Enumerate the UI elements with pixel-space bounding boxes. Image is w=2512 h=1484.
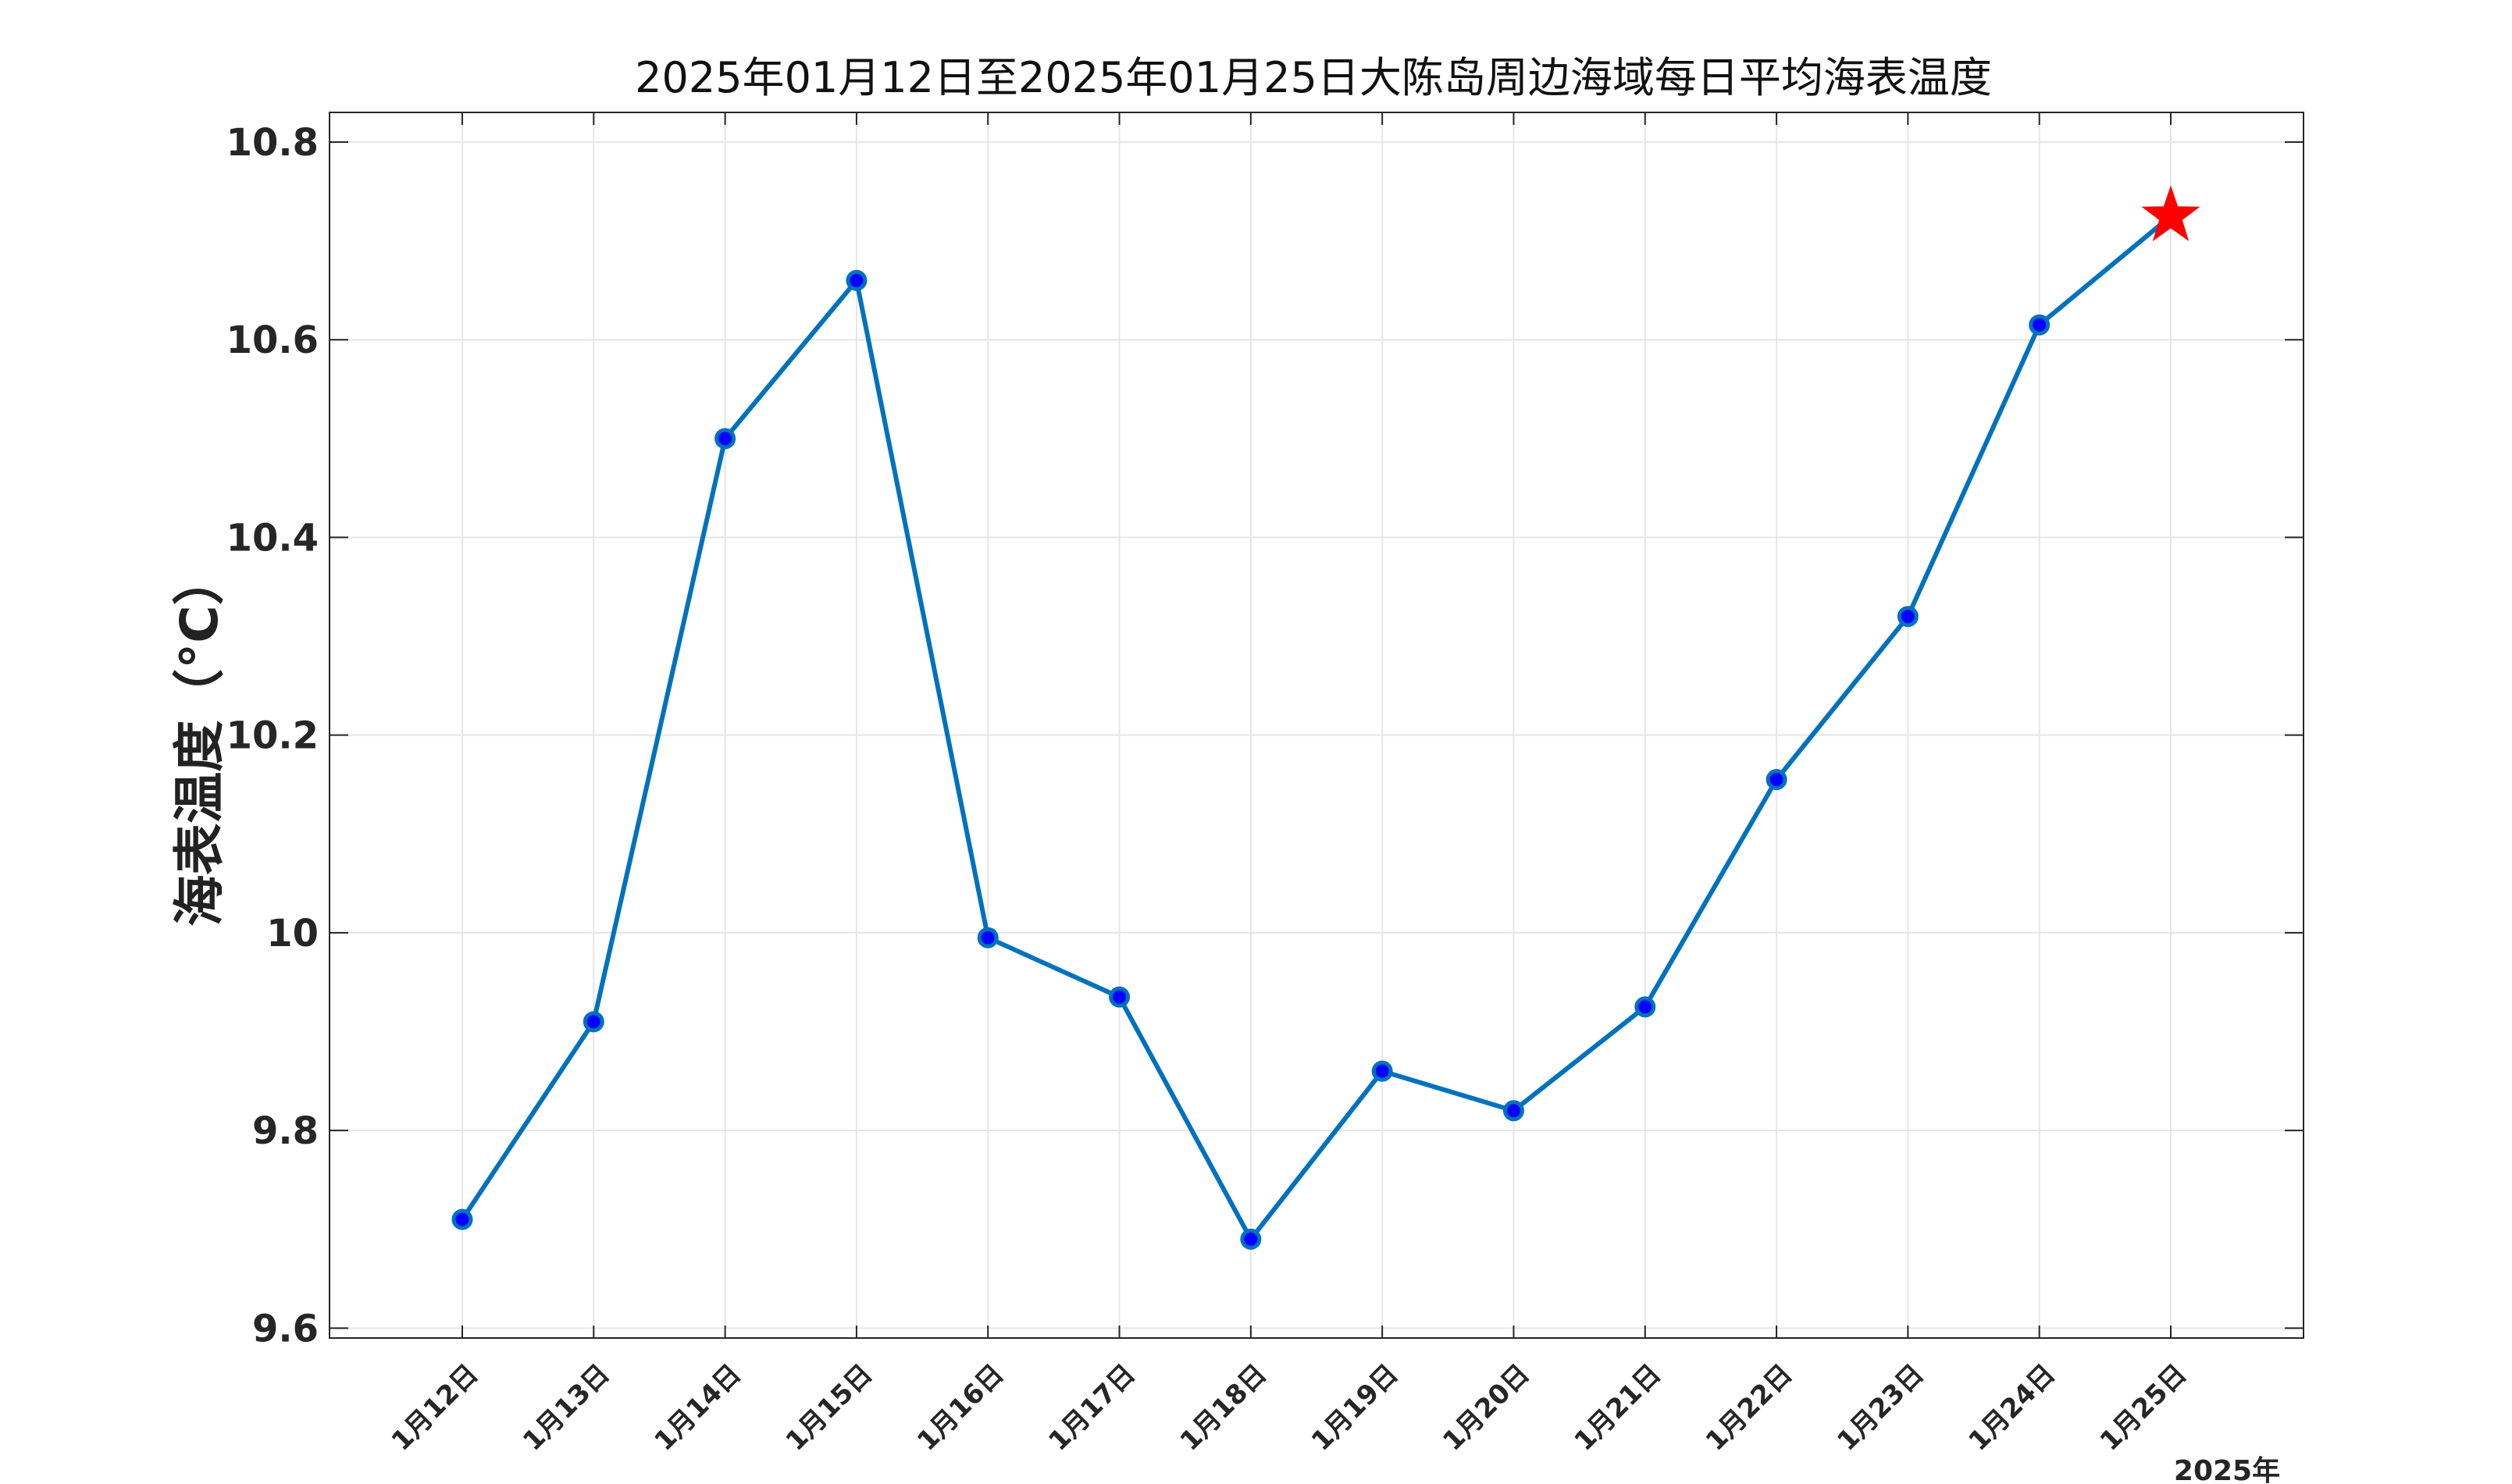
x-tick-label: 1月23日 [1831,1358,1930,1457]
data-point-marker [1371,1060,1393,1082]
x-tick-label: 1月16日 [911,1358,1010,1457]
y-tick-label: 9.8 [252,1109,319,1153]
data-point-marker [714,428,736,450]
data-point-marker [583,1011,604,1033]
x-tick-label: 1月17日 [1042,1358,1142,1457]
axes-box [329,112,2304,1339]
y-axis-label: 海表温度（°C） [169,553,230,926]
y-tick-label: 10.4 [226,516,319,560]
x-tick-label: 1月20日 [1437,1358,1536,1457]
data-point-marker [1766,769,1787,791]
data-point-marker [1240,1228,1262,1250]
data-point-marker [977,927,999,948]
chart-title: 2025年01月12日至2025年01月25日大陈岛周边海域每日平均海表温度 [635,53,1992,102]
x-tick-label: 1月21日 [1569,1358,1668,1457]
tick-labels: 1月12日 1月13日 1月14日 1月15日 1月16日 1月17日 1月18日 1月19日… [226,121,2193,1457]
y-tick-label: 9.6 [252,1307,319,1351]
x-tick-label: 1月24日 [1962,1358,2061,1457]
data-point-marker [451,1208,473,1230]
y-tick-label: 10.6 [226,319,319,362]
x-tick-label: 1月19日 [1306,1358,1405,1457]
data-point-marker [1634,996,1656,1018]
data-point-marker [1897,606,1919,628]
y-tick-label: 10.8 [226,121,319,165]
data-point-marker [2029,314,2051,336]
series-layer [451,185,2200,1250]
data-point-marker [1502,1100,1524,1122]
x-tick-label: 1月15日 [780,1358,879,1457]
x-tick-label: 1月18日 [1174,1358,1274,1457]
x-axis-year-label: 2025年 [2174,1455,2280,1484]
series-line [460,213,2173,1242]
grid [330,112,2304,1338]
x-tick-label: 1月14日 [648,1358,747,1457]
x-tick-label: 1月25日 [2094,1358,2193,1457]
y-tick-label: 10.2 [226,714,319,758]
latest-point-star-marker [2141,185,2200,241]
axis-ticks [330,112,2304,1338]
x-tick-label: 1月12日 [386,1358,485,1457]
x-tick-label: 1月22日 [1700,1358,1799,1457]
y-tick-label: 10 [266,912,319,956]
data-point-marker [846,269,868,291]
x-tick-label: 1月13日 [517,1358,616,1457]
data-point-marker [1109,986,1131,1008]
